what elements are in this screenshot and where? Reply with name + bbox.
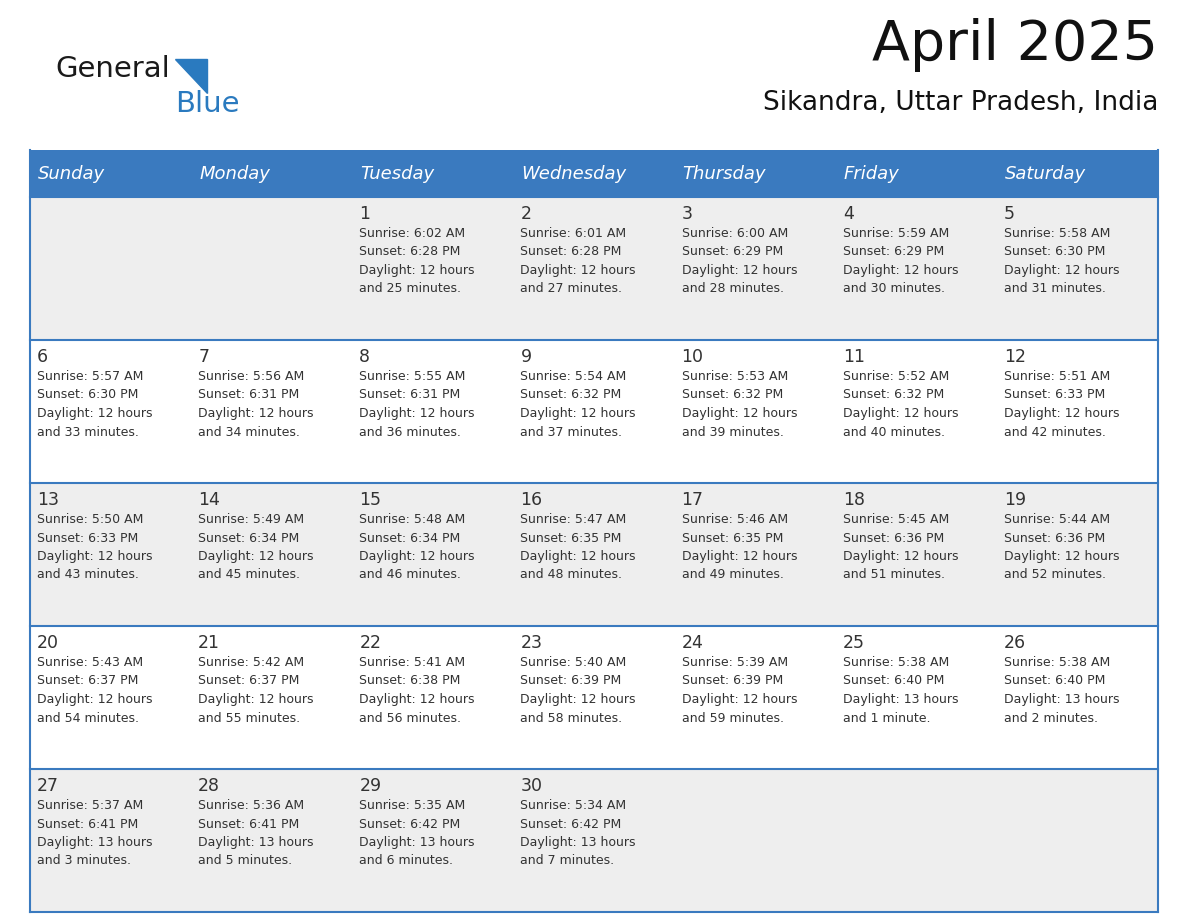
Polygon shape	[175, 59, 207, 93]
Text: 14: 14	[198, 491, 220, 509]
Text: 20: 20	[37, 634, 59, 652]
Text: Blue: Blue	[175, 90, 240, 118]
Text: 3: 3	[682, 205, 693, 223]
Text: Sunrise: 5:48 AM
Sunset: 6:34 PM
Daylight: 12 hours
and 46 minutes.: Sunrise: 5:48 AM Sunset: 6:34 PM Dayligh…	[359, 513, 475, 581]
Text: Sunrise: 5:38 AM
Sunset: 6:40 PM
Daylight: 13 hours
and 2 minutes.: Sunrise: 5:38 AM Sunset: 6:40 PM Dayligh…	[1004, 656, 1119, 724]
Text: Saturday: Saturday	[1005, 164, 1086, 183]
Text: Sunrise: 5:52 AM
Sunset: 6:32 PM
Daylight: 12 hours
and 40 minutes.: Sunrise: 5:52 AM Sunset: 6:32 PM Dayligh…	[842, 370, 959, 439]
Bar	[30, 340, 1158, 483]
Text: 22: 22	[359, 634, 381, 652]
Text: Sunrise: 5:43 AM
Sunset: 6:37 PM
Daylight: 12 hours
and 54 minutes.: Sunrise: 5:43 AM Sunset: 6:37 PM Dayligh…	[37, 656, 152, 724]
Text: Sunrise: 5:34 AM
Sunset: 6:42 PM
Daylight: 13 hours
and 7 minutes.: Sunrise: 5:34 AM Sunset: 6:42 PM Dayligh…	[520, 799, 636, 868]
Text: Sikandra, Uttar Pradesh, India: Sikandra, Uttar Pradesh, India	[763, 90, 1158, 116]
Text: Thursday: Thursday	[683, 164, 766, 183]
Text: Sunrise: 5:38 AM
Sunset: 6:40 PM
Daylight: 13 hours
and 1 minute.: Sunrise: 5:38 AM Sunset: 6:40 PM Dayligh…	[842, 656, 959, 724]
Text: 13: 13	[37, 491, 59, 509]
Text: 5: 5	[1004, 205, 1015, 223]
Text: 27: 27	[37, 777, 59, 795]
Text: Sunrise: 5:39 AM
Sunset: 6:39 PM
Daylight: 12 hours
and 59 minutes.: Sunrise: 5:39 AM Sunset: 6:39 PM Dayligh…	[682, 656, 797, 724]
Text: Sunrise: 5:49 AM
Sunset: 6:34 PM
Daylight: 12 hours
and 45 minutes.: Sunrise: 5:49 AM Sunset: 6:34 PM Dayligh…	[198, 513, 314, 581]
Bar	[30, 626, 1158, 769]
Text: 21: 21	[198, 634, 220, 652]
Bar	[30, 769, 1158, 912]
Text: 8: 8	[359, 348, 371, 366]
Text: 24: 24	[682, 634, 703, 652]
Text: Sunrise: 5:53 AM
Sunset: 6:32 PM
Daylight: 12 hours
and 39 minutes.: Sunrise: 5:53 AM Sunset: 6:32 PM Dayligh…	[682, 370, 797, 439]
Text: 2: 2	[520, 205, 531, 223]
Text: Sunrise: 5:41 AM
Sunset: 6:38 PM
Daylight: 12 hours
and 56 minutes.: Sunrise: 5:41 AM Sunset: 6:38 PM Dayligh…	[359, 656, 475, 724]
Bar	[30, 150, 1158, 197]
Text: 25: 25	[842, 634, 865, 652]
Text: General: General	[55, 55, 170, 83]
Text: Sunrise: 5:47 AM
Sunset: 6:35 PM
Daylight: 12 hours
and 48 minutes.: Sunrise: 5:47 AM Sunset: 6:35 PM Dayligh…	[520, 513, 636, 581]
Bar	[30, 483, 1158, 626]
Text: April 2025: April 2025	[872, 18, 1158, 72]
Text: Sunrise: 6:02 AM
Sunset: 6:28 PM
Daylight: 12 hours
and 25 minutes.: Sunrise: 6:02 AM Sunset: 6:28 PM Dayligh…	[359, 227, 475, 296]
Text: Sunrise: 5:58 AM
Sunset: 6:30 PM
Daylight: 12 hours
and 31 minutes.: Sunrise: 5:58 AM Sunset: 6:30 PM Dayligh…	[1004, 227, 1119, 296]
Bar	[30, 197, 1158, 340]
Text: Sunrise: 5:42 AM
Sunset: 6:37 PM
Daylight: 12 hours
and 55 minutes.: Sunrise: 5:42 AM Sunset: 6:37 PM Dayligh…	[198, 656, 314, 724]
Text: Sunrise: 5:55 AM
Sunset: 6:31 PM
Daylight: 12 hours
and 36 minutes.: Sunrise: 5:55 AM Sunset: 6:31 PM Dayligh…	[359, 370, 475, 439]
Text: Sunrise: 5:36 AM
Sunset: 6:41 PM
Daylight: 13 hours
and 5 minutes.: Sunrise: 5:36 AM Sunset: 6:41 PM Dayligh…	[198, 799, 314, 868]
Text: Sunrise: 5:50 AM
Sunset: 6:33 PM
Daylight: 12 hours
and 43 minutes.: Sunrise: 5:50 AM Sunset: 6:33 PM Dayligh…	[37, 513, 152, 581]
Text: 16: 16	[520, 491, 543, 509]
Text: 7: 7	[198, 348, 209, 366]
Text: Wednesday: Wednesday	[522, 164, 626, 183]
Text: 11: 11	[842, 348, 865, 366]
Text: 6: 6	[37, 348, 49, 366]
Text: 19: 19	[1004, 491, 1026, 509]
Text: Sunrise: 5:35 AM
Sunset: 6:42 PM
Daylight: 13 hours
and 6 minutes.: Sunrise: 5:35 AM Sunset: 6:42 PM Dayligh…	[359, 799, 475, 868]
Text: Sunrise: 5:40 AM
Sunset: 6:39 PM
Daylight: 12 hours
and 58 minutes.: Sunrise: 5:40 AM Sunset: 6:39 PM Dayligh…	[520, 656, 636, 724]
Text: Sunrise: 5:46 AM
Sunset: 6:35 PM
Daylight: 12 hours
and 49 minutes.: Sunrise: 5:46 AM Sunset: 6:35 PM Dayligh…	[682, 513, 797, 581]
Text: Monday: Monday	[200, 164, 270, 183]
Text: 9: 9	[520, 348, 531, 366]
Text: 18: 18	[842, 491, 865, 509]
Text: 10: 10	[682, 348, 703, 366]
Text: Tuesday: Tuesday	[360, 164, 435, 183]
Text: 4: 4	[842, 205, 854, 223]
Text: Sunrise: 6:01 AM
Sunset: 6:28 PM
Daylight: 12 hours
and 27 minutes.: Sunrise: 6:01 AM Sunset: 6:28 PM Dayligh…	[520, 227, 636, 296]
Text: Sunrise: 5:51 AM
Sunset: 6:33 PM
Daylight: 12 hours
and 42 minutes.: Sunrise: 5:51 AM Sunset: 6:33 PM Dayligh…	[1004, 370, 1119, 439]
Text: Sunrise: 5:59 AM
Sunset: 6:29 PM
Daylight: 12 hours
and 30 minutes.: Sunrise: 5:59 AM Sunset: 6:29 PM Dayligh…	[842, 227, 959, 296]
Text: Sunrise: 5:37 AM
Sunset: 6:41 PM
Daylight: 13 hours
and 3 minutes.: Sunrise: 5:37 AM Sunset: 6:41 PM Dayligh…	[37, 799, 152, 868]
Text: Sunrise: 5:57 AM
Sunset: 6:30 PM
Daylight: 12 hours
and 33 minutes.: Sunrise: 5:57 AM Sunset: 6:30 PM Dayligh…	[37, 370, 152, 439]
Text: 23: 23	[520, 634, 543, 652]
Text: 17: 17	[682, 491, 703, 509]
Text: Sunday: Sunday	[38, 164, 105, 183]
Text: Sunrise: 6:00 AM
Sunset: 6:29 PM
Daylight: 12 hours
and 28 minutes.: Sunrise: 6:00 AM Sunset: 6:29 PM Dayligh…	[682, 227, 797, 296]
Text: 15: 15	[359, 491, 381, 509]
Text: Sunrise: 5:45 AM
Sunset: 6:36 PM
Daylight: 12 hours
and 51 minutes.: Sunrise: 5:45 AM Sunset: 6:36 PM Dayligh…	[842, 513, 959, 581]
Text: Friday: Friday	[843, 164, 899, 183]
Text: 12: 12	[1004, 348, 1026, 366]
Text: Sunrise: 5:54 AM
Sunset: 6:32 PM
Daylight: 12 hours
and 37 minutes.: Sunrise: 5:54 AM Sunset: 6:32 PM Dayligh…	[520, 370, 636, 439]
Text: 30: 30	[520, 777, 543, 795]
Text: 26: 26	[1004, 634, 1026, 652]
Text: 28: 28	[198, 777, 220, 795]
Text: 1: 1	[359, 205, 371, 223]
Text: Sunrise: 5:44 AM
Sunset: 6:36 PM
Daylight: 12 hours
and 52 minutes.: Sunrise: 5:44 AM Sunset: 6:36 PM Dayligh…	[1004, 513, 1119, 581]
Text: Sunrise: 5:56 AM
Sunset: 6:31 PM
Daylight: 12 hours
and 34 minutes.: Sunrise: 5:56 AM Sunset: 6:31 PM Dayligh…	[198, 370, 314, 439]
Text: 29: 29	[359, 777, 381, 795]
